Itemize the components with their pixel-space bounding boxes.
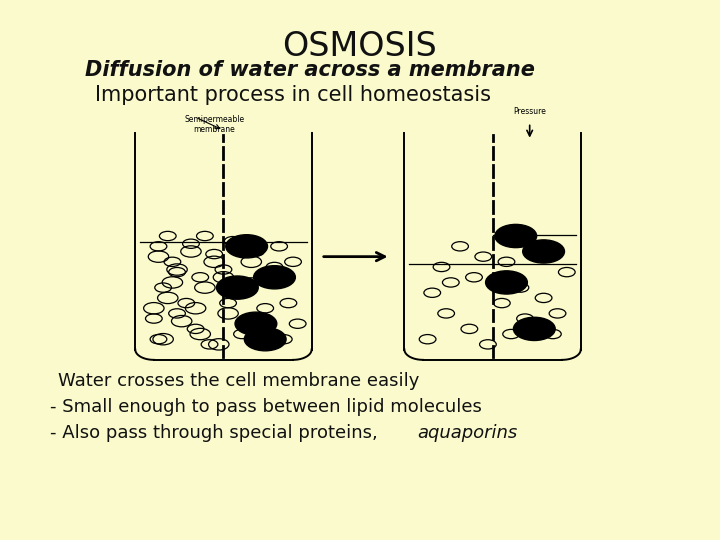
Circle shape [226,235,268,258]
Text: OSMOSIS: OSMOSIS [283,30,437,63]
Circle shape [235,312,276,335]
Circle shape [217,276,258,299]
Text: - Small enough to pass between lipid molecules: - Small enough to pass between lipid mol… [50,398,482,416]
Circle shape [244,328,286,351]
Circle shape [485,271,527,294]
Circle shape [513,318,555,341]
Circle shape [495,225,536,248]
Text: Water crosses the cell membrane easily: Water crosses the cell membrane easily [58,372,419,390]
Text: Pressure: Pressure [513,107,546,116]
Circle shape [253,266,295,289]
Circle shape [523,240,564,263]
Text: Diffusion of water across a membrane: Diffusion of water across a membrane [85,60,535,80]
Text: Semipermeable
membrane: Semipermeable membrane [184,114,244,134]
Text: Important process in cell homeostasis: Important process in cell homeostasis [95,85,491,105]
Text: aquaporins: aquaporins [417,424,517,442]
Text: - Also pass through special proteins,: - Also pass through special proteins, [50,424,390,442]
